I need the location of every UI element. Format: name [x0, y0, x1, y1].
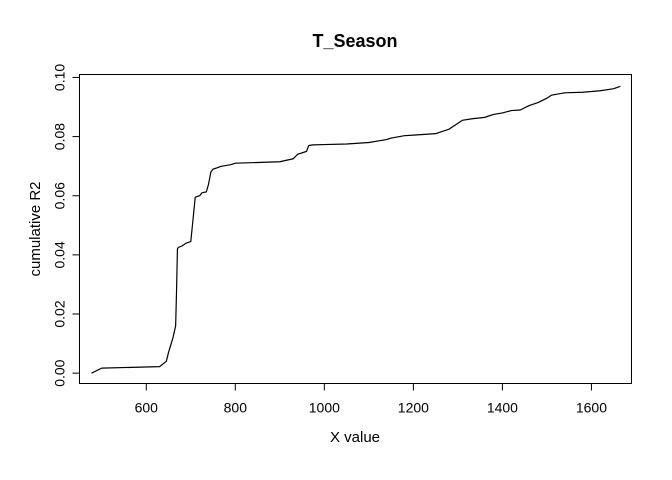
x-tick-label: 800: [224, 400, 248, 416]
y-tick-label: 0.08: [52, 123, 68, 150]
x-tick-label: 600: [135, 400, 159, 416]
y-tick-label: 0.06: [52, 182, 68, 209]
y-tick-label: 0.00: [52, 359, 68, 386]
y-tick-label: 0.04: [52, 241, 68, 268]
plot-frame: [79, 74, 632, 384]
y-tick-label: 0.10: [52, 64, 68, 91]
y-axis: 0.00 0.02 0.04 0.06 0.08 0.10: [52, 64, 80, 387]
x-axis-label: X value: [330, 429, 380, 446]
x-tick-label: 1400: [487, 400, 518, 416]
x-tick-label: 1000: [309, 400, 340, 416]
chart-title: T_Season: [312, 31, 397, 51]
y-tick-label: 0.02: [52, 300, 68, 327]
x-axis: 600 800 1000 1200 1400 1600: [135, 383, 607, 416]
series-line: [91, 85, 621, 374]
y-axis-label: cumulative R2: [27, 181, 44, 276]
x-tick-label: 1200: [398, 400, 429, 416]
x-tick-label: 1600: [576, 400, 607, 416]
